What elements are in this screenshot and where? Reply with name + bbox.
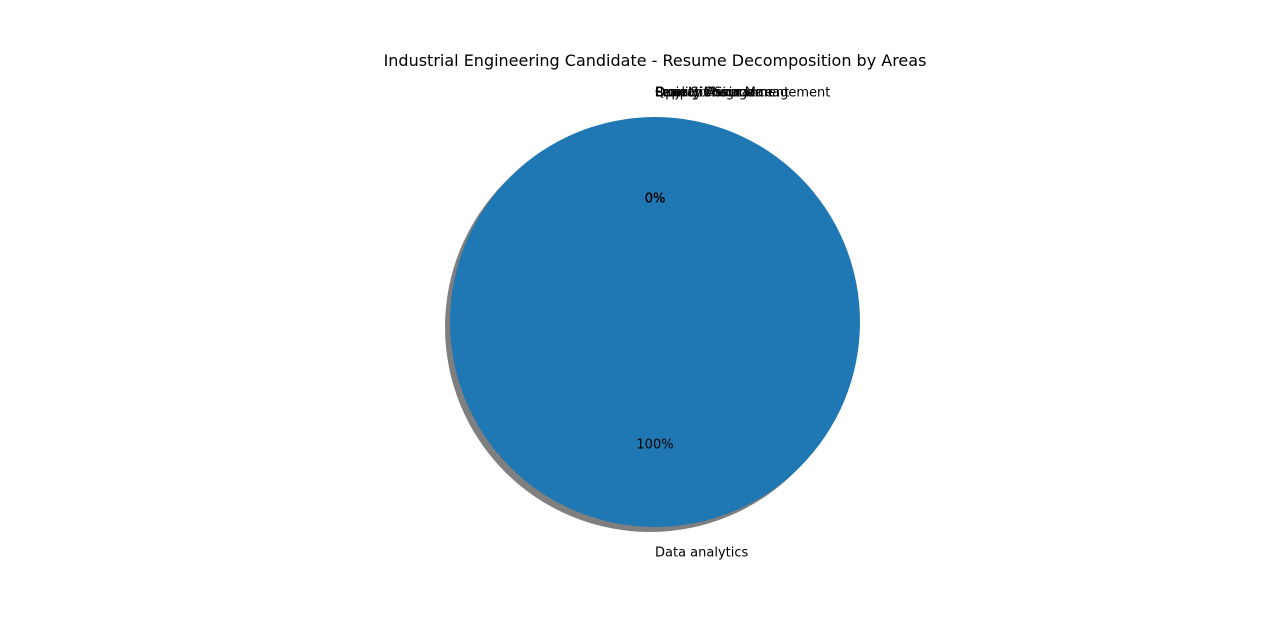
slice-percent-operations: 0%	[645, 192, 666, 207]
slice-label-supply-chain-management: Supply Chain Management	[655, 86, 830, 101]
slice-percent-project-management: 0%	[645, 192, 666, 207]
pie-slices	[450, 117, 860, 527]
pie-labels: Data analytics 100% Operations 0% Supply Cha…	[636, 86, 830, 561]
slice-label-data-analytics: Data analytics	[655, 545, 749, 560]
slice-percent-supply-chain-management: 0%	[645, 192, 666, 207]
slice-data-analytics	[450, 117, 860, 527]
chart-title: Industrial Engineering Candidate - Resum…	[384, 51, 927, 70]
slice-label-operations: Operations	[655, 86, 727, 101]
slice-label-lean-six-sigma: Lean Six Sigma	[655, 86, 755, 101]
slice-label-quality-assurance: Quality Assurance	[655, 86, 773, 101]
slice-percent-lean-six-sigma: 0%	[645, 192, 666, 207]
slice-percent-data-analytics: 100%	[636, 438, 673, 453]
slice-label-project-management: Project Management	[655, 86, 789, 101]
slice-percent-quality-assurance: 0%	[645, 192, 666, 207]
